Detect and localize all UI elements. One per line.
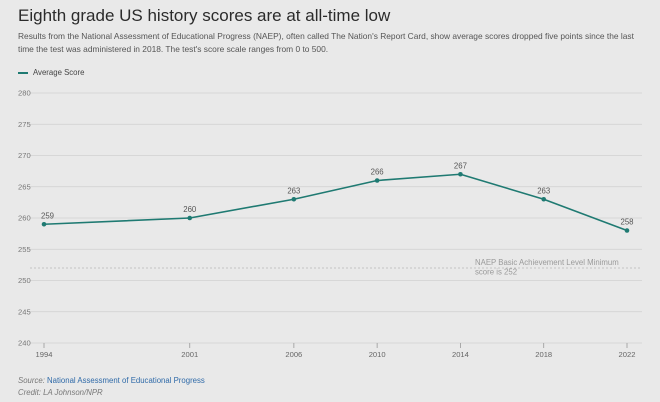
reference-label-line2: score is 252 xyxy=(475,268,517,277)
data-label: 258 xyxy=(620,218,633,227)
x-tick-label: 2010 xyxy=(369,350,386,359)
y-tick-label: 265 xyxy=(18,182,31,191)
x-tick-label: 2006 xyxy=(285,350,302,359)
y-tick-label: 275 xyxy=(18,120,31,129)
y-tick-label: 260 xyxy=(18,214,31,223)
source-prefix: Source: xyxy=(18,376,45,385)
y-tick-label: 270 xyxy=(18,151,31,160)
source-link[interactable]: National Assessment of Educational Progr… xyxy=(47,376,205,385)
y-tick-label: 250 xyxy=(18,276,31,285)
data-label: 259 xyxy=(41,211,54,220)
data-point xyxy=(458,171,463,177)
chart-footer: Source: National Assessment of Education… xyxy=(18,375,205,399)
data-label: 267 xyxy=(454,161,467,170)
chart-legend: Average Score xyxy=(18,68,84,77)
reference-label: NAEP Basic Achievement Level Minimum xyxy=(475,258,619,267)
data-point xyxy=(541,196,547,202)
data-point xyxy=(41,221,47,227)
x-tick-label: 2022 xyxy=(619,350,636,359)
data-label: 260 xyxy=(183,205,197,214)
data-label: 266 xyxy=(371,168,384,177)
y-tick-label: 245 xyxy=(18,307,31,316)
legend-label: Average Score xyxy=(33,68,85,77)
data-point xyxy=(374,178,380,183)
y-tick-label: 240 xyxy=(18,339,31,348)
credit-text: Credit: LA Johnson/NPR xyxy=(18,388,103,397)
legend-swatch xyxy=(18,71,28,74)
series-line-average-score xyxy=(43,173,628,232)
chart-title: Eighth grade US history scores are at al… xyxy=(18,6,391,25)
data-point xyxy=(624,228,630,233)
x-tick-label: 1994 xyxy=(36,350,53,359)
x-tick-label: 2014 xyxy=(452,350,469,359)
y-tick-label: 255 xyxy=(18,245,31,254)
chart-subtitle: Results from the National Assessment of … xyxy=(18,31,634,54)
data-label: 263 xyxy=(287,186,300,195)
y-tick-label: 280 xyxy=(18,89,31,98)
data-point xyxy=(187,215,193,221)
x-tick-label: 2001 xyxy=(181,350,198,359)
data-label: 263 xyxy=(537,186,550,195)
data-point xyxy=(291,196,297,202)
x-tick-label: 2018 xyxy=(535,350,552,359)
